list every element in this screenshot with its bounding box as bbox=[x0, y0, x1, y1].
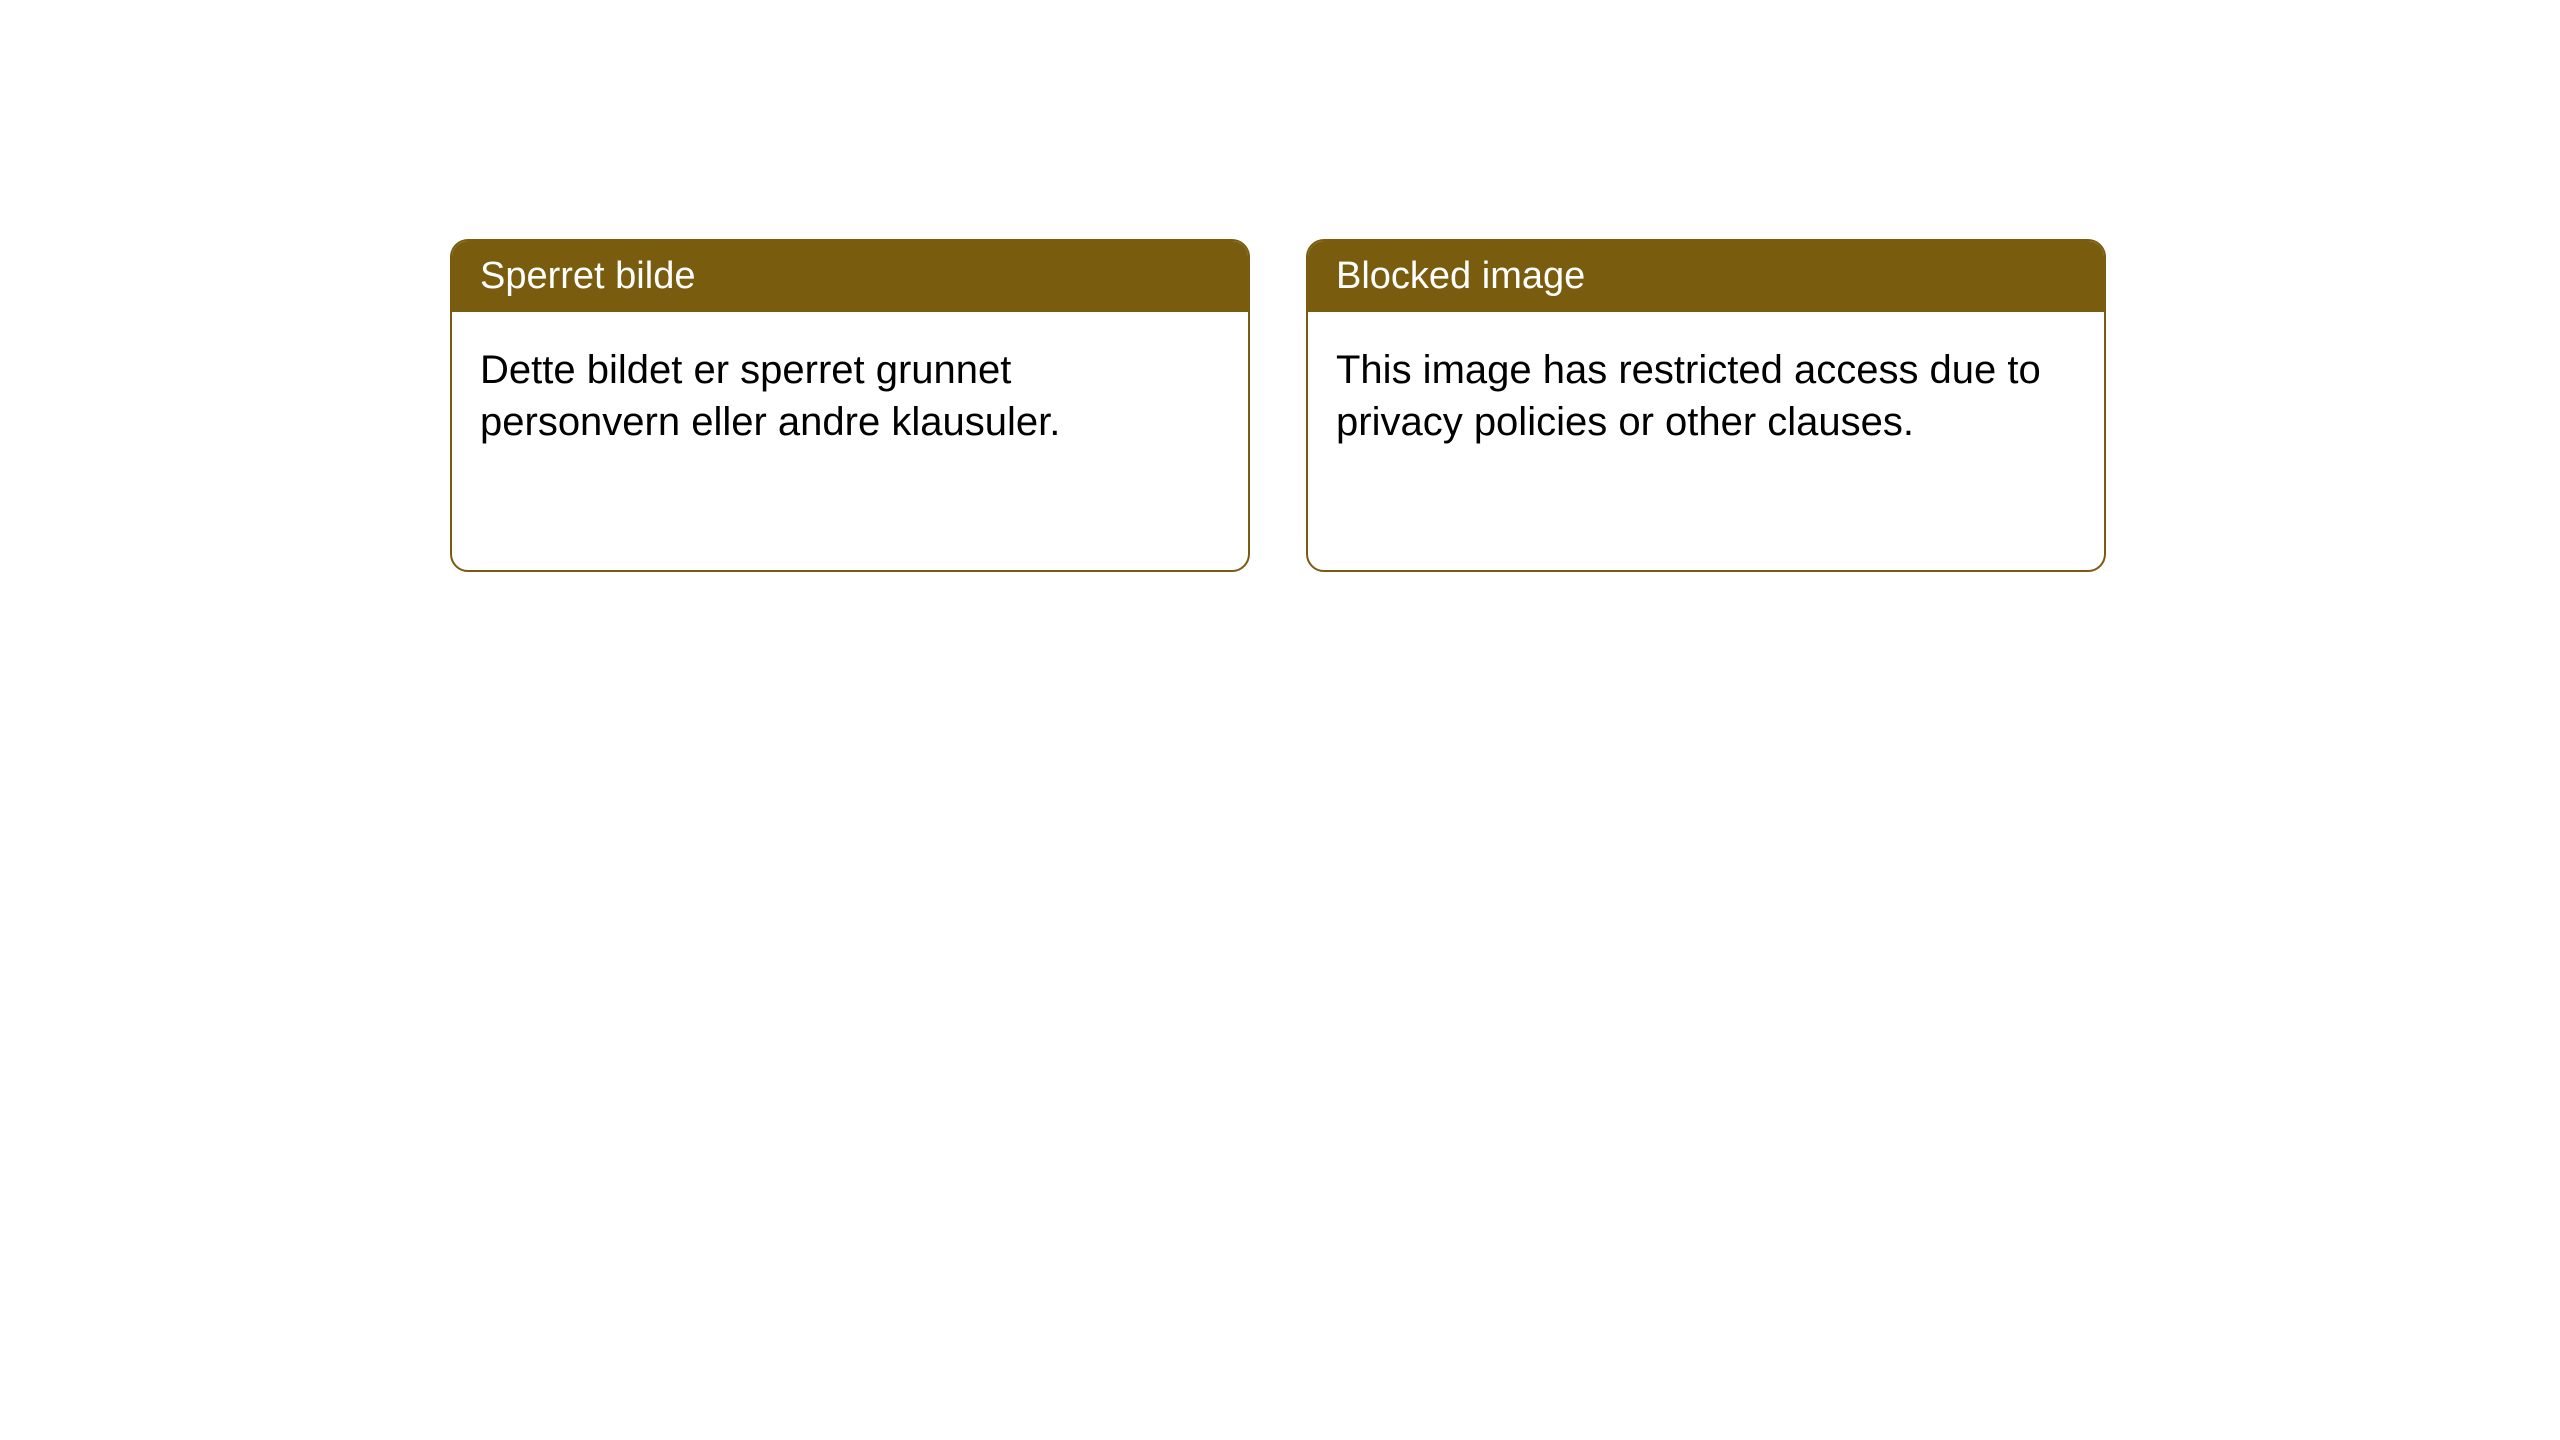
card-title: Blocked image bbox=[1336, 255, 1585, 297]
card-header: Blocked image bbox=[1308, 241, 2104, 312]
card-body: This image has restricted access due to … bbox=[1308, 312, 2104, 480]
card-header: Sperret bilde bbox=[452, 241, 1248, 312]
card-body: Dette bildet er sperret grunnet personve… bbox=[452, 312, 1248, 480]
card-body-text: This image has restricted access due to … bbox=[1336, 348, 2041, 444]
card-title: Sperret bilde bbox=[480, 255, 695, 297]
card-body-text: Dette bildet er sperret grunnet personve… bbox=[480, 348, 1060, 444]
notice-card-norwegian: Sperret bilde Dette bildet er sperret gr… bbox=[450, 239, 1250, 572]
cards-container: Sperret bilde Dette bildet er sperret gr… bbox=[450, 239, 2106, 572]
notice-card-english: Blocked image This image has restricted … bbox=[1306, 239, 2106, 572]
